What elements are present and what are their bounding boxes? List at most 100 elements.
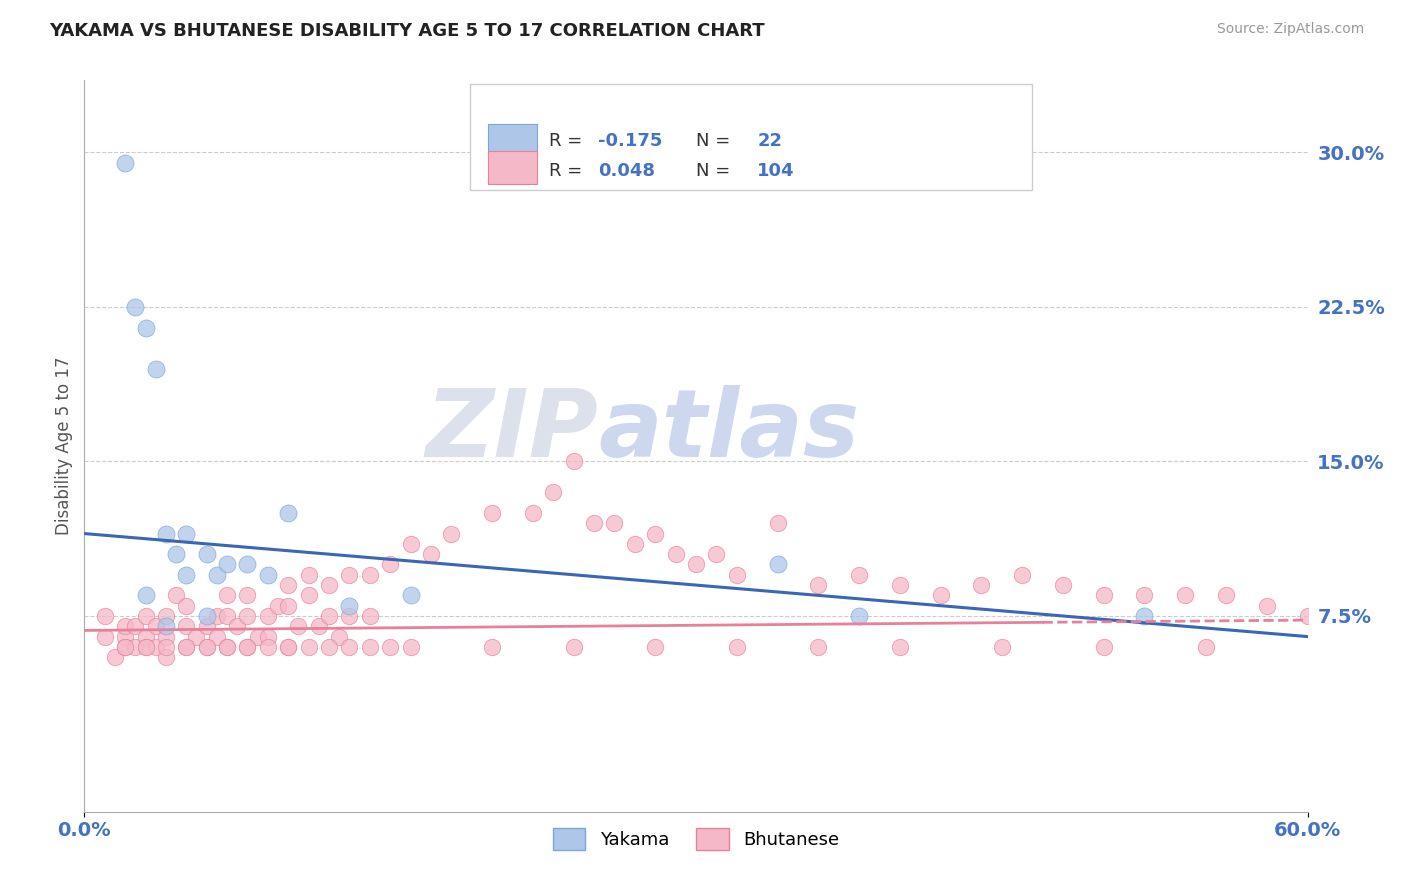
Point [195, 640, 218, 654]
Point [685, 558, 707, 572]
Point [380, 558, 402, 572]
Point [889, 578, 911, 592]
Point [135, 320, 157, 334]
Point [298, 567, 321, 582]
Point [562, 640, 585, 654]
Point [217, 640, 239, 654]
Point [1174, 588, 1197, 602]
Point [236, 558, 259, 572]
Point [1195, 640, 1218, 654]
Point [155, 619, 177, 633]
Point [205, 567, 228, 582]
Text: 104: 104 [758, 162, 794, 180]
Point [236, 588, 259, 602]
Point [195, 619, 218, 633]
Point [562, 454, 585, 468]
Point [174, 567, 197, 582]
Point [93, 609, 115, 624]
Point [359, 609, 381, 624]
Point [195, 547, 218, 561]
Point [124, 300, 146, 314]
Point [93, 630, 115, 644]
Point [217, 588, 239, 602]
Point [135, 609, 157, 624]
Point [848, 609, 870, 624]
Point [145, 361, 167, 376]
Point [195, 609, 218, 624]
Point [195, 640, 218, 654]
Point [359, 640, 381, 654]
Point [165, 547, 187, 561]
Point [339, 609, 361, 624]
Point [174, 526, 197, 541]
Text: Source: ZipAtlas.com: Source: ZipAtlas.com [1216, 22, 1364, 37]
Legend: Yakama, Bhutanese: Yakama, Bhutanese [546, 821, 846, 857]
Point [318, 640, 340, 654]
Point [155, 650, 177, 665]
Point [205, 609, 228, 624]
Point [970, 578, 993, 592]
Point [165, 588, 187, 602]
Point [522, 506, 544, 520]
Point [929, 588, 952, 602]
Point [236, 640, 259, 654]
Text: YAKAMA VS BHUTANESE DISABILITY AGE 5 TO 17 CORRELATION CHART: YAKAMA VS BHUTANESE DISABILITY AGE 5 TO … [49, 22, 765, 40]
Point [217, 609, 239, 624]
Point [1133, 588, 1156, 602]
Point [257, 640, 280, 654]
Point [217, 640, 239, 654]
Point [889, 640, 911, 654]
FancyBboxPatch shape [488, 152, 537, 184]
Point [991, 640, 1014, 654]
Point [1092, 588, 1115, 602]
Point [318, 578, 340, 592]
Point [114, 630, 136, 644]
Point [277, 506, 299, 520]
Text: ZIP: ZIP [425, 385, 598, 477]
Text: 0.048: 0.048 [598, 162, 655, 180]
Point [1133, 609, 1156, 624]
Point [114, 640, 136, 654]
Point [543, 485, 565, 500]
Point [359, 567, 381, 582]
Point [236, 609, 259, 624]
Point [155, 609, 177, 624]
Point [145, 640, 167, 654]
Point [399, 588, 422, 602]
Point [308, 619, 330, 633]
Point [257, 630, 280, 644]
Point [155, 640, 177, 654]
Point [644, 640, 666, 654]
Point [766, 558, 789, 572]
Point [226, 619, 249, 633]
Text: -0.175: -0.175 [598, 132, 662, 150]
Point [277, 578, 299, 592]
Point [318, 609, 340, 624]
Point [174, 619, 197, 633]
Text: atlas: atlas [598, 385, 859, 477]
Point [205, 630, 228, 644]
Point [114, 619, 136, 633]
Y-axis label: Disability Age 5 to 17: Disability Age 5 to 17 [55, 357, 73, 535]
Text: 22: 22 [758, 132, 782, 150]
Point [807, 640, 830, 654]
Point [440, 526, 463, 541]
Point [174, 640, 197, 654]
Point [135, 630, 157, 644]
Text: N =: N = [696, 132, 730, 150]
Point [399, 537, 422, 551]
Point [399, 640, 422, 654]
Point [104, 650, 127, 665]
Point [287, 619, 309, 633]
Point [145, 619, 167, 633]
Point [277, 599, 299, 613]
Point [217, 558, 239, 572]
Point [766, 516, 789, 531]
Text: R =: R = [550, 132, 588, 150]
Point [603, 516, 626, 531]
Point [1215, 588, 1237, 602]
Point [1011, 567, 1033, 582]
Point [583, 516, 606, 531]
Point [624, 537, 647, 551]
Point [114, 640, 136, 654]
